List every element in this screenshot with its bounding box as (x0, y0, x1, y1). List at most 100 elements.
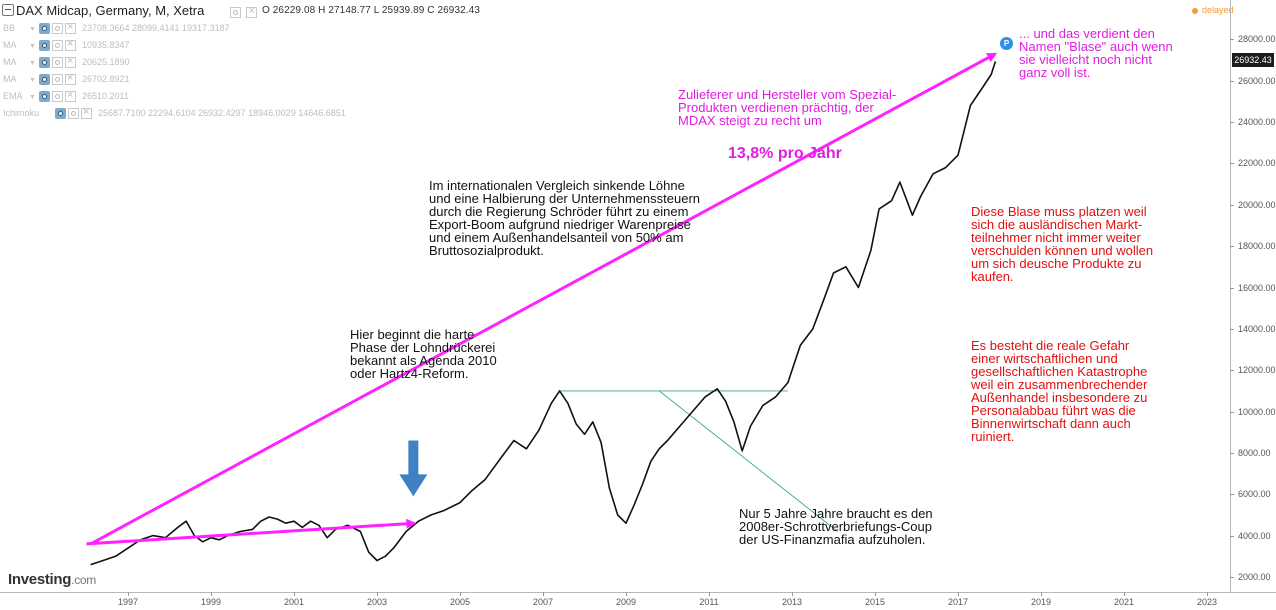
y-tick-mark (1230, 535, 1234, 537)
eye-icon[interactable] (38, 57, 50, 69)
collapse-icon[interactable] (2, 4, 14, 16)
annotation-blase-top: ... und das verdient den Namen "Blase" a… (1019, 26, 1173, 80)
indicator-row[interactable]: MA ▼ 10935.8347 (3, 38, 130, 54)
y-tick-label: 16000.00 (1238, 282, 1276, 293)
chart-header: DAX Midcap, Germany, M, Xetra O 26229.08… (0, 0, 1230, 22)
x-axis[interactable] (0, 592, 1276, 593)
y-tick-mark (1230, 494, 1234, 496)
y-tick-mark (1230, 577, 1234, 578)
x-tick-label: 2019 (1030, 597, 1052, 607)
x-tick-mark (1041, 592, 1042, 596)
x-tick-label: 2005 (449, 597, 471, 607)
annotation-gefahr: Es besteht die reale Gefahr einer wirtsc… (971, 338, 1148, 444)
trend-arrow-lower (86, 518, 417, 546)
investing-logo[interactable]: Investing.com (8, 571, 96, 588)
indicator-row[interactable]: MA ▼ 20625.1890 (3, 55, 130, 71)
chevron-down-icon[interactable]: ▼ (29, 77, 36, 84)
annotation-zulieferer: Zulieferer und Hersteller vom Spezial- P… (678, 87, 897, 128)
x-tick-label: 2021 (1113, 597, 1135, 607)
close-icon[interactable] (64, 21, 76, 35)
settings-icon[interactable] (230, 7, 241, 19)
instrument-title[interactable]: DAX Midcap, Germany, M, Xetra (16, 3, 205, 18)
x-tick-mark (211, 592, 212, 596)
y-tick-mark (1230, 39, 1234, 41)
indicator-name: MA (3, 40, 17, 50)
chevron-down-icon[interactable]: ▼ (29, 26, 36, 33)
settings-icon[interactable] (51, 57, 63, 69)
eye-icon[interactable] (38, 23, 50, 35)
y-axis[interactable] (1230, 0, 1231, 592)
y-tick-mark (1230, 122, 1234, 124)
annotation-agenda: Hier beginnt die harte Phase der Lohndrü… (350, 327, 497, 381)
logo-brand: Investing (8, 571, 72, 588)
annotation-blase-platzen: Diese Blase muss platzen weil sich die a… (971, 204, 1154, 284)
x-tick-label: 2023 (1196, 597, 1218, 607)
delayed-badge: delayed (1192, 5, 1234, 15)
settings-icon[interactable] (51, 40, 63, 52)
indicator-name: MA (3, 74, 17, 84)
y-tick-label: 12000.00 (1238, 365, 1276, 376)
indicator-row[interactable]: Ichimoku 25687.7100 22294.6104 26932.4297… (3, 106, 346, 122)
x-tick-mark (377, 592, 378, 596)
chevron-down-icon[interactable]: ▼ (29, 43, 36, 50)
settings-icon[interactable] (51, 91, 63, 103)
indicator-row[interactable]: MA ▼ 26702.8921 (3, 72, 130, 88)
y-tick-label: 26000.00 (1238, 75, 1276, 86)
indicator-row[interactable]: BB ▼ 23708.3664 28099.4141 19317.3187 (3, 21, 230, 37)
ohlc-readout: O 26229.08 H 27148.77 L 25939.89 C 26932… (262, 5, 480, 16)
chevron-down-icon[interactable]: ▼ (29, 60, 36, 67)
indicator-values: 25687.7100 22294.6104 26932.4297 18946.0… (98, 108, 346, 118)
trend-arrow-upper (89, 52, 998, 546)
eye-icon[interactable] (38, 40, 50, 52)
close-icon[interactable] (64, 38, 76, 52)
x-tick-mark (958, 592, 959, 596)
eye-icon[interactable] (55, 108, 66, 120)
y-tick-label: 4000.00 (1238, 530, 1271, 541)
header-buttons (230, 5, 259, 19)
recovery-line (658, 390, 838, 532)
x-tick-label: 2009 (615, 597, 637, 607)
delayed-label: delayed (1202, 5, 1234, 15)
settings-icon[interactable] (51, 74, 63, 86)
last-price-tag: 26932.43 (1232, 53, 1274, 67)
indicator-name: BB (3, 23, 16, 33)
logo-suffix: .com (71, 573, 96, 587)
close-icon[interactable] (64, 55, 76, 69)
indicator-row[interactable]: EMA ▼ 26510.2011 (3, 89, 129, 105)
eye-icon[interactable] (38, 74, 50, 86)
y-tick-label: 24000.00 (1238, 117, 1276, 128)
x-tick-mark (626, 592, 627, 596)
close-icon[interactable] (64, 72, 76, 86)
x-tick-mark (1207, 592, 1208, 596)
y-tick-mark (1230, 328, 1234, 330)
x-tick-label: 2015 (864, 597, 886, 607)
x-tick-mark (709, 592, 710, 596)
status-dot-icon (1192, 7, 1198, 14)
eye-icon[interactable] (38, 91, 50, 103)
y-tick-label: 8000.00 (1238, 447, 1271, 458)
indicator-values: 10935.8347 (81, 40, 130, 50)
x-tick-mark (543, 592, 544, 596)
close-icon[interactable] (81, 106, 92, 120)
y-tick-mark (1230, 370, 1234, 372)
y-tick-mark (1230, 80, 1234, 82)
y-tick-mark (1230, 411, 1234, 413)
y-tick-label: 20000.00 (1238, 199, 1276, 210)
indicator-values: 26510.2011 (81, 91, 129, 101)
annotation-rate: 13,8% pro Jahr (728, 145, 842, 162)
settings-icon[interactable] (51, 23, 63, 35)
y-tick-label: 22000.00 (1238, 158, 1276, 169)
price-series-line[interactable] (90, 61, 997, 566)
close-icon[interactable] (246, 5, 258, 19)
down-arrow-icon (399, 440, 428, 497)
pin-marker-icon[interactable]: P (1000, 37, 1013, 50)
x-tick-label: 1997 (117, 597, 139, 607)
annotation-schroeder: Im internationalen Vergleich sinkende Lö… (429, 178, 701, 258)
close-icon[interactable] (64, 89, 76, 103)
indicator-values: 26702.8921 (81, 74, 130, 84)
x-tick-label: 2003 (366, 597, 388, 607)
chevron-down-icon[interactable]: ▼ (29, 94, 36, 101)
x-tick-label: 2017 (947, 597, 969, 607)
settings-icon[interactable] (68, 108, 79, 120)
